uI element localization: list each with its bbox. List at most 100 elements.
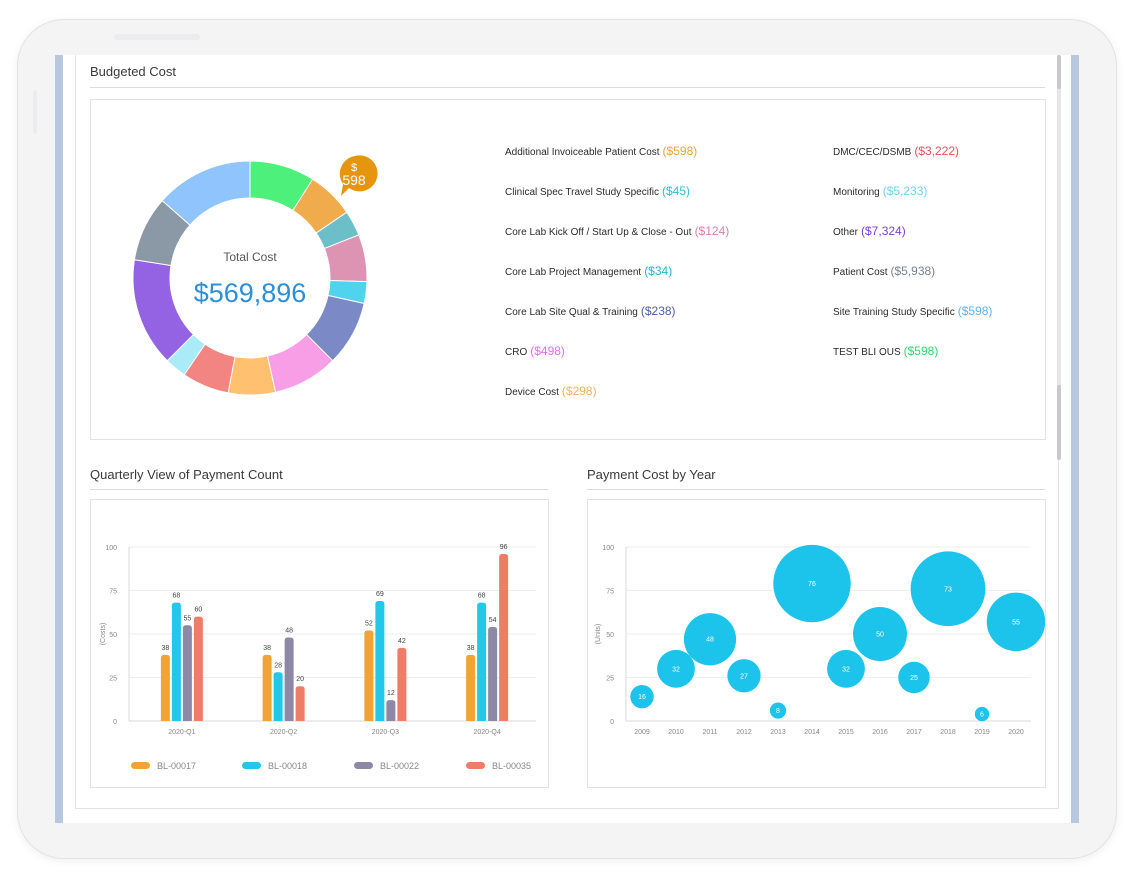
- bar-value-label: 60: [194, 607, 202, 614]
- bar[interactable]: [499, 553, 509, 721]
- legend-label: Core Lab Project Management: [505, 267, 642, 278]
- bar[interactable]: [364, 630, 374, 721]
- bar[interactable]: [284, 637, 294, 721]
- donut-segment-12[interactable]: [161, 160, 251, 226]
- bubble-label: 16: [638, 694, 646, 701]
- bubble-y-tick: 75: [606, 589, 614, 596]
- bar-category-label: 2020-Q3: [372, 729, 399, 736]
- legend-amount: ($45): [661, 184, 690, 198]
- bar[interactable]: [386, 700, 396, 721]
- bubble-x-tick: 2013: [770, 729, 786, 736]
- donut-chart: Total Cost $569,896 $ 598: [132, 155, 378, 396]
- bubble[interactable]: [853, 607, 907, 661]
- bubble[interactable]: [727, 659, 761, 693]
- legend-amount: ($598): [662, 144, 698, 158]
- bar[interactable]: [160, 654, 170, 721]
- bar[interactable]: [375, 600, 385, 721]
- bar-y-tick: 75: [109, 589, 117, 596]
- bar-category-label: 2020-Q1: [168, 729, 195, 736]
- bubble-label: 25: [910, 675, 918, 682]
- legend-item[interactable]: Core Lab Site Qual & Training ($238): [505, 304, 676, 318]
- bar-value-label: 48: [285, 627, 293, 634]
- budgeted-cost-title: Budgeted Cost: [90, 64, 177, 79]
- bubble-label: 6: [980, 712, 984, 719]
- bubble-label: 27: [740, 673, 748, 680]
- legend-label: Device Cost: [505, 387, 559, 398]
- bar[interactable]: [193, 616, 203, 721]
- bubble[interactable]: [773, 544, 851, 623]
- bar-y-tick: 25: [109, 676, 117, 683]
- callout-bubble: [339, 155, 378, 196]
- legend-label: Core Lab Kick Off / Start Up & Close - O…: [505, 227, 692, 238]
- legend-amount: ($34): [644, 264, 673, 278]
- bubble[interactable]: [974, 706, 990, 722]
- bubble-label: 32: [672, 666, 680, 673]
- bar[interactable]: [182, 625, 192, 721]
- bar-legend-swatch: [466, 762, 485, 769]
- legend-amount: ($3,222): [914, 144, 960, 158]
- budgeted-cost-rule: [90, 87, 1045, 88]
- bubble[interactable]: [898, 661, 930, 694]
- bubble[interactable]: [769, 702, 787, 719]
- device-side-button: [33, 90, 37, 134]
- legend-amount: ($598): [903, 344, 939, 358]
- legend-item[interactable]: Core Lab Project Management ($34): [505, 264, 672, 278]
- bubble[interactable]: [986, 592, 1046, 652]
- bar-legend-label[interactable]: BL-00035: [492, 761, 531, 771]
- donut-center-label: Total Cost: [223, 250, 277, 264]
- bar[interactable]: [477, 602, 487, 721]
- legend-label: DMC/CEC/DSMB: [833, 147, 912, 158]
- bar[interactable]: [295, 686, 305, 721]
- quarterly-box: 0 25 50 75 100 (Costs) 38 68 55 60 2020-Q1 38 28 48 20…: [90, 499, 549, 788]
- bubble-x-tick: 2014: [804, 729, 820, 736]
- bubble-label: 73: [944, 586, 952, 593]
- bar-legend-swatch: [242, 762, 261, 769]
- legend-item[interactable]: Clinical Spec Travel Study Specific ($45): [505, 184, 690, 198]
- bubble-y-tick: 25: [606, 676, 614, 683]
- bar[interactable]: [488, 627, 498, 721]
- bar-value-label: 55: [183, 615, 191, 622]
- bar[interactable]: [273, 672, 283, 721]
- bar[interactable]: [466, 654, 476, 721]
- legend-item[interactable]: DMC/CEC/DSMB ($3,222): [833, 144, 959, 158]
- bar-value-label: 38: [263, 645, 271, 652]
- legend-item[interactable]: TEST BLI OUS ($598): [833, 344, 938, 358]
- bubble[interactable]: [657, 649, 695, 688]
- legend-amount: ($498): [530, 344, 565, 358]
- bubble-x-tick: 2017: [906, 729, 922, 736]
- legend-item[interactable]: Device Cost ($298): [505, 384, 597, 398]
- donut-segment-7[interactable]: [227, 355, 277, 396]
- bar[interactable]: [397, 647, 407, 721]
- legend-item[interactable]: Core Lab Kick Off / Start Up & Close - O…: [505, 224, 729, 238]
- bubble[interactable]: [910, 551, 986, 627]
- bar[interactable]: [171, 602, 181, 721]
- bubble[interactable]: [683, 613, 737, 666]
- legend-item[interactable]: Additional Invoiceable Patient Cost ($598…: [505, 144, 697, 158]
- legend-label: Patient Cost: [833, 267, 888, 278]
- bar-legend-label[interactable]: BL-00022: [380, 761, 419, 771]
- bar-legend-swatch: [354, 762, 373, 769]
- scroll-thumb-lower[interactable]: [1057, 385, 1061, 460]
- legend-amount: ($598): [957, 304, 993, 318]
- legend-item[interactable]: CRO ($498): [505, 344, 565, 358]
- bar-value-label: 38: [467, 645, 475, 652]
- bubble[interactable]: [630, 684, 654, 709]
- legend-item[interactable]: Monitoring ($5,233): [833, 184, 927, 198]
- bar-legend-label[interactable]: BL-00017: [157, 761, 196, 771]
- callout-value: 598: [342, 172, 366, 188]
- bubble-label: 48: [706, 637, 714, 644]
- bar-legend-label[interactable]: BL-00018: [268, 761, 307, 771]
- legend-item[interactable]: Site Training Study Specific ($598): [833, 304, 992, 318]
- legend-item[interactable]: Other ($7,324): [833, 224, 906, 238]
- bubble[interactable]: [827, 649, 865, 688]
- payment-cost-rule: [587, 489, 1045, 490]
- bubble-label: 32: [842, 666, 850, 673]
- bar[interactable]: [262, 654, 272, 721]
- bar-y-tick: 50: [109, 632, 117, 639]
- scrollbar[interactable]: [1057, 55, 1061, 460]
- payment-cost-title: Payment Cost by Year: [587, 467, 716, 482]
- scroll-thumb[interactable]: [1057, 55, 1061, 89]
- bubble-x-tick: 2009: [634, 729, 650, 736]
- legend-item[interactable]: Patient Cost ($5,938): [833, 264, 935, 278]
- device-notch: [114, 34, 200, 40]
